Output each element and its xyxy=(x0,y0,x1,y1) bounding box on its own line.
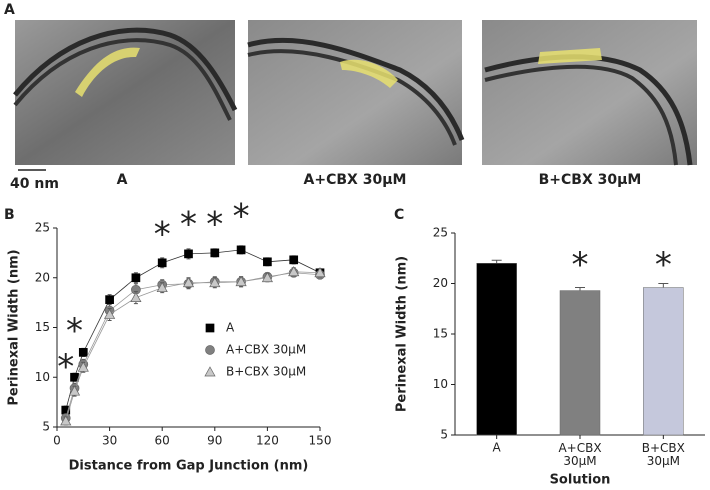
data-point xyxy=(261,272,273,283)
bar xyxy=(559,290,601,436)
x-axis-label: Distance from Gap Junction (nm) xyxy=(69,459,309,474)
x-tick-label: A xyxy=(493,441,502,455)
data-point xyxy=(209,277,221,288)
data-point xyxy=(184,249,193,259)
data-point xyxy=(157,258,167,268)
error-bar xyxy=(575,287,585,291)
y-tick-label: 15 xyxy=(35,320,50,334)
data-point xyxy=(235,276,247,287)
x-tick-label: 60 xyxy=(155,434,170,448)
micrograph xyxy=(482,20,697,166)
data-point xyxy=(105,295,114,304)
legend-label: B+CBX 30μM xyxy=(226,365,306,379)
legend-marker xyxy=(205,323,215,333)
scale-bar-label: 40 nm xyxy=(10,176,59,192)
annotation: * xyxy=(233,197,250,237)
x-tick-label: 150 xyxy=(309,434,332,448)
x-tick-label: A+CBX 30μM xyxy=(558,441,601,468)
panel-label: A xyxy=(4,2,15,18)
data-point xyxy=(60,415,72,426)
y-tick-label: 25 xyxy=(35,221,50,235)
data-point xyxy=(68,385,81,396)
x-tick-label: 120 xyxy=(256,434,279,448)
annotation: * xyxy=(180,205,197,245)
annotation: * xyxy=(206,205,223,245)
data-point xyxy=(236,245,246,255)
y-tick-label: 20 xyxy=(35,270,50,284)
x-axis-label: Solution xyxy=(550,473,611,488)
data-point xyxy=(78,348,88,357)
y-tick-label: 15 xyxy=(433,327,448,341)
micrograph xyxy=(247,20,465,165)
annotation: * xyxy=(66,311,83,351)
series-line xyxy=(65,249,321,411)
y-axis-label: Perinexal Width (nm) xyxy=(7,249,22,405)
x-tick-label: 0 xyxy=(53,434,61,448)
data-point xyxy=(130,291,142,302)
y-tick-label: 5 xyxy=(42,420,50,434)
y-axis-label: Perinexal Width (nm) xyxy=(395,256,410,412)
legend-label: A+CBX 30μM xyxy=(226,343,306,357)
error-bar xyxy=(491,259,502,264)
micrograph-caption: A+CBX 30μM xyxy=(304,172,407,188)
data-point xyxy=(104,308,116,319)
x-tick-label: B+CBX 30μM xyxy=(642,441,685,468)
panel-label: B xyxy=(4,207,15,223)
legend-marker xyxy=(205,345,215,355)
micrograph-caption: A xyxy=(117,172,128,188)
legend-label: A xyxy=(226,321,235,335)
y-tick-label: 10 xyxy=(433,377,448,391)
data-point xyxy=(210,248,220,258)
annotation: * xyxy=(57,347,74,387)
data-point xyxy=(289,255,299,265)
data-point xyxy=(77,361,89,372)
error-bar xyxy=(658,283,669,288)
data-point xyxy=(288,266,300,277)
y-tick-label: 20 xyxy=(433,276,448,290)
micrograph xyxy=(13,20,238,165)
y-tick-label: 5 xyxy=(440,428,448,442)
bar xyxy=(643,287,684,436)
y-tick-label: 10 xyxy=(35,370,50,384)
panel-label: C xyxy=(394,207,404,223)
annotation: * xyxy=(572,245,589,285)
x-tick-label: 90 xyxy=(207,434,222,448)
data-point xyxy=(156,281,168,293)
x-tick-label: 30 xyxy=(102,434,117,448)
bar xyxy=(476,263,517,436)
y-tick-label: 25 xyxy=(433,226,448,240)
data-point xyxy=(131,273,141,283)
micrograph-caption: B+CBX 30μM xyxy=(539,172,642,188)
annotation: * xyxy=(655,245,672,285)
annotation: * xyxy=(154,215,171,255)
data-point xyxy=(263,257,272,267)
data-point xyxy=(314,267,326,278)
legend-marker xyxy=(204,366,216,377)
data-point xyxy=(182,277,195,288)
